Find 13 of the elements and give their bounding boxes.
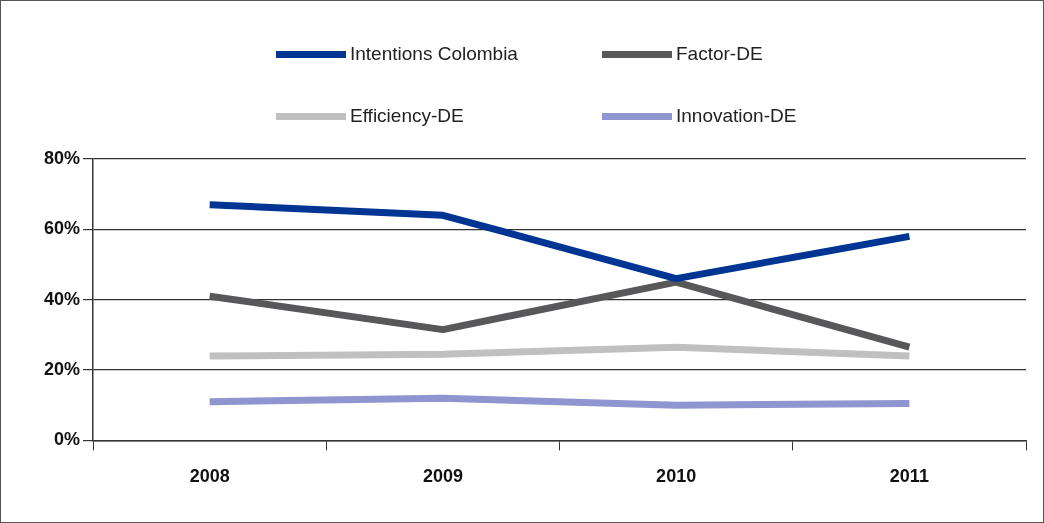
y-tick-label: 0% (54, 429, 81, 450)
x-tick-label: 2008 (189, 466, 230, 487)
legend-label: Innovation-DE (676, 105, 797, 127)
y-tick-label: 80% (44, 147, 81, 168)
y-tick-label: 60% (44, 218, 81, 239)
legend-label: Efficiency-DE (350, 105, 464, 127)
legend-label: Intentions Colombia (350, 43, 518, 65)
y-tick-label: 20% (44, 359, 81, 380)
x-tick-label: 2009 (422, 466, 463, 487)
x-tick-label: 2010 (656, 466, 697, 487)
legend-label: Factor-DE (676, 43, 763, 65)
x-tick-label: 2011 (889, 466, 929, 487)
y-tick-label: 40% (44, 288, 81, 309)
